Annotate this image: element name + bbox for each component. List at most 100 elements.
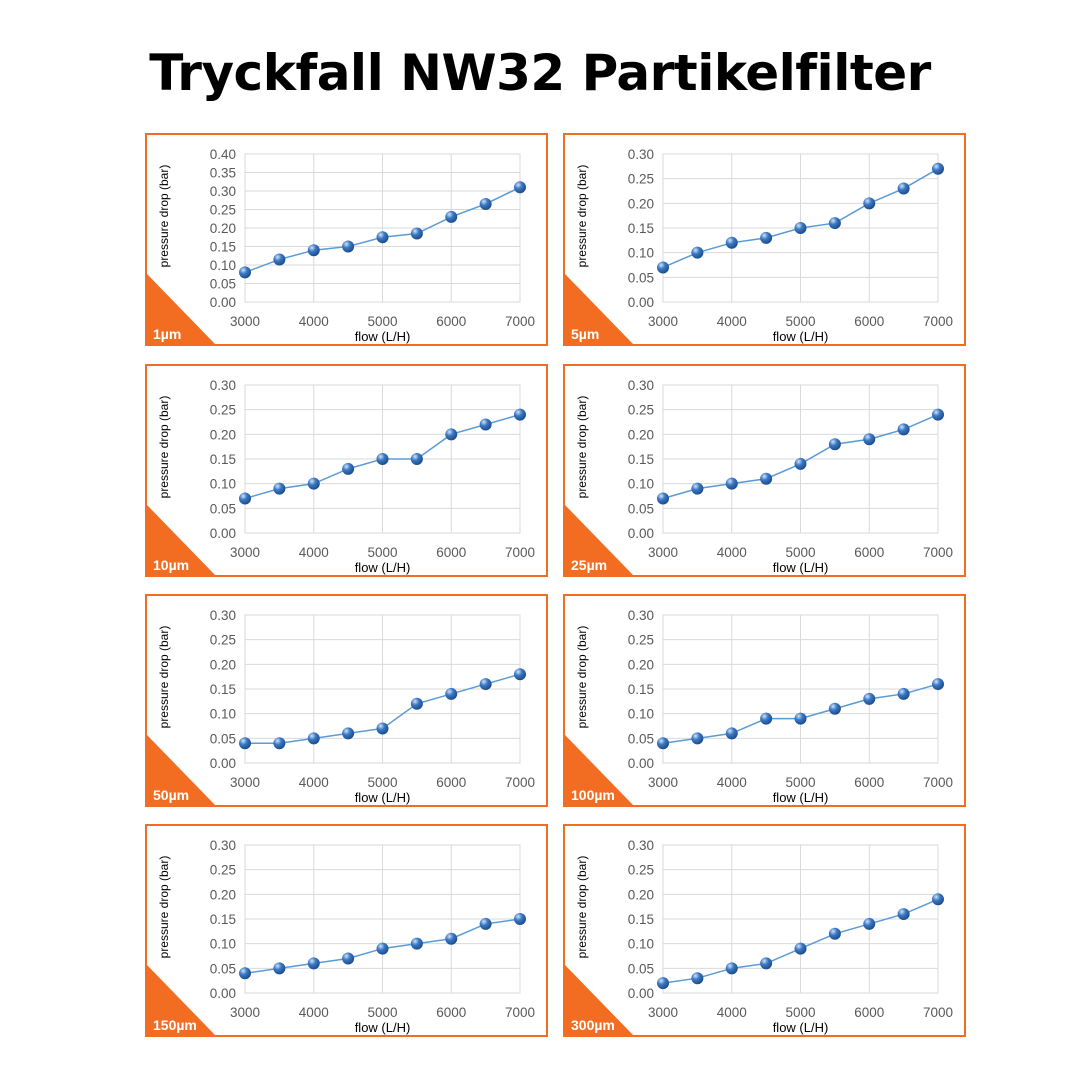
y-tick-label: 0.00 [628,526,654,541]
y-tick-label: 0.15 [210,452,236,467]
corner-triangle [147,274,215,344]
data-point [760,472,773,485]
x-tick-label: 7000 [505,314,535,329]
y-tick-label: 0.30 [210,378,236,393]
x-tick-label: 6000 [854,1005,884,1020]
data-point [445,687,458,700]
y-tick-label: 0.25 [210,403,236,418]
y-axis-label: pressure drop (bar) [157,396,171,499]
y-axis-label: pressure drop (bar) [575,626,589,729]
data-point [828,927,841,940]
corner-triangle [147,735,215,805]
y-tick-label: 0.20 [628,657,654,672]
data-point [514,913,526,925]
data-point [410,453,423,465]
x-tick-label: 7000 [923,314,953,329]
filter-size-label: 5µm [571,326,599,342]
filter-size-label: 300µm [571,1017,615,1033]
data-point [410,937,423,950]
data-point [828,438,841,451]
chart-svg: 0.00 0.05 0.10 0.15 0.20 0.25 0.30 0.35 0.40 3000… [147,147,535,344]
y-tick-label: 0.05 [210,501,236,516]
x-tick-label: 5000 [785,1005,815,1020]
y-tick-label: 0.10 [628,246,654,261]
data-point [657,261,669,274]
y-tick-label: 0.40 [210,147,236,162]
x-tick-label: 7000 [505,545,535,560]
x-tick-label: 6000 [436,1005,466,1020]
y-tick-label: 0.10 [210,707,236,722]
data-point [725,236,738,249]
data-point [445,210,458,223]
data-point [239,266,251,279]
chart-svg: 0.00 0.05 0.10 0.15 0.20 0.25 0.30 3000 4000 5000… [147,378,535,575]
y-tick-label: 0.20 [210,657,236,672]
y-tick-label: 0.20 [210,221,236,236]
x-tick-label: 6000 [854,314,884,329]
y-tick-label: 0.25 [628,172,654,187]
y-tick-label: 0.00 [210,526,236,541]
y-tick-label: 0.10 [628,707,654,722]
y-tick-label: 0.15 [628,452,654,467]
x-axis-label: flow (L/H) [355,1020,411,1035]
x-tick-label: 7000 [505,775,535,790]
x-tick-label: 4000 [717,1005,747,1020]
y-tick-label: 0.15 [628,912,654,927]
x-tick-label: 6000 [854,545,884,560]
chart-svg: 0.00 0.05 0.10 0.15 0.20 0.25 0.30 3000 4000 5000… [565,838,953,1035]
chart-svg: 0.00 0.05 0.10 0.15 0.20 0.25 0.30 3000 4000 5000… [565,608,953,805]
x-tick-label: 5000 [785,314,815,329]
y-axis-label: pressure drop (bar) [157,165,171,268]
data-point [691,482,704,495]
x-tick-label: 4000 [717,545,747,560]
x-tick-label: 7000 [923,1005,953,1020]
data-point [932,893,944,906]
y-axis-label: pressure drop (bar) [575,396,589,499]
y-tick-label: 0.25 [210,863,236,878]
y-tick-label: 0.25 [628,633,654,648]
y-axis-label: pressure drop (bar) [157,856,171,959]
data-point [932,408,944,421]
x-tick-label: 5000 [367,545,397,560]
y-tick-label: 0.05 [628,501,654,516]
y-tick-label: 0.00 [628,756,654,771]
data-point [897,908,910,921]
y-tick-label: 0.15 [210,912,236,927]
chart-panel: 0.00 0.05 0.10 0.15 0.20 0.25 0.30 3000 4000 5000… [145,364,548,577]
y-axis-label: pressure drop (bar) [575,165,589,268]
x-tick-label: 3000 [230,545,260,560]
x-tick-label: 3000 [648,775,678,790]
data-point [794,457,807,470]
x-axis-label: flow (L/H) [355,329,411,344]
chart-panel: 0.00 0.05 0.10 0.15 0.20 0.25 0.30 0.35 0.40 3000… [145,133,548,346]
chart-svg: 0.00 0.05 0.10 0.15 0.20 0.25 0.30 3000 4000 5000… [565,378,953,575]
data-point [794,942,807,955]
filter-size-label: 1µm [153,326,181,342]
x-axis-label: flow (L/H) [773,329,829,344]
x-tick-label: 4000 [717,775,747,790]
y-tick-label: 0.20 [210,427,236,442]
y-tick-label: 0.00 [210,986,236,1001]
data-point [342,727,355,740]
data-point [932,162,944,175]
data-point [273,737,286,750]
y-tick-label: 0.30 [210,184,236,199]
filter-size-label: 25µm [571,557,607,573]
data-point [725,727,738,740]
x-tick-label: 7000 [505,1005,535,1020]
y-tick-label: 0.30 [628,608,654,623]
data-point [725,477,738,490]
x-tick-label: 3000 [230,314,260,329]
x-tick-label: 4000 [299,1005,329,1020]
y-tick-label: 0.20 [628,196,654,211]
corner-triangle [565,274,633,344]
data-point [760,231,773,244]
y-tick-label: 0.00 [210,756,236,771]
corner-triangle [147,505,215,575]
x-tick-label: 7000 [923,545,953,560]
x-tick-label: 6000 [854,775,884,790]
data-point [863,692,876,705]
x-tick-label: 5000 [785,545,815,560]
data-point [376,453,389,465]
data-point [657,737,669,750]
